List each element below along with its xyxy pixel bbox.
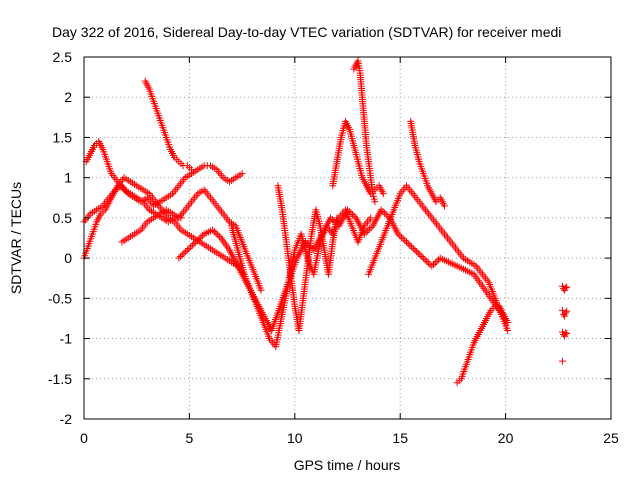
chart-title: Day 322 of 2016, Sidereal Day-to-day VTE… [52,24,561,40]
data-point [327,214,335,222]
data-point-interp [365,225,373,233]
data-point [563,283,571,291]
data-point [411,246,419,254]
data-point [403,238,411,246]
axis-ticks: -2 -1.5 -1 -0.5 0 0.5 1 1.5 2 2.5 0 5 10 15 20 25 [48,49,619,446]
data-point-interp [190,240,198,248]
data-points [80,57,571,387]
data-point [175,254,183,262]
y-tick-label: 1 [64,170,72,186]
data-point-interp [212,229,220,237]
data-point [562,309,570,317]
y-tick-label: -2 [60,411,73,427]
data-point-interp [178,251,186,259]
data-point-interp [414,249,422,257]
x-tick-label: 20 [498,430,514,446]
y-tick-label: -0.5 [48,290,72,306]
data-point-interp [177,253,185,261]
data-point-interp [413,248,421,256]
data-point-interp [430,261,438,269]
data-point-interp [182,248,190,256]
data-point [379,190,387,198]
x-tick-label: 10 [287,430,303,446]
data-point-interp [214,231,222,239]
data-point [419,254,427,262]
data-point-interp [198,232,206,240]
data-point-interp [185,244,193,252]
data-point [188,166,196,174]
data-point [562,329,570,337]
data-point-interp [328,215,336,223]
x-tick-label: 5 [186,430,194,446]
data-point [563,307,571,315]
data-point [504,327,512,335]
data-point-interp [193,236,201,244]
data-point-interp [406,241,414,249]
grid-lines [84,57,611,419]
y-tick-label: -1.5 [48,371,72,387]
data-point [563,330,571,338]
data-point-interp [367,224,375,232]
data-point [504,318,512,326]
data-point-interp [188,241,196,249]
y-axis-label: SDTVAR / TECUs [8,182,24,294]
data-point-interp [396,232,404,240]
data-point-interp [197,233,205,241]
data-point-interp [180,249,188,257]
data-point-interp [435,256,443,264]
data-point [257,286,265,294]
data-point-interp [187,243,195,251]
data-point [371,198,379,206]
data-point-interp [408,243,416,251]
data-point-interp [421,256,429,264]
data-point [238,170,246,178]
data-point-interp [195,235,203,243]
data-point-interp [433,257,441,265]
data-point [333,214,341,222]
data-point-interp [210,228,218,236]
data-point [394,230,402,238]
y-tick-label: -1 [60,331,73,347]
data-point-interp [347,209,355,217]
x-tick-label: 25 [603,430,619,446]
data-point-interp [423,257,431,265]
data-point-interp [215,232,223,240]
data-point [428,262,436,270]
data-point-interp [399,235,407,243]
data-point-interp [416,251,424,259]
plot-frame [83,56,612,420]
data-point-interp [397,233,405,241]
y-tick-label: 2 [64,89,72,105]
data-point-interp [381,209,389,217]
data-point-interp [404,240,412,248]
data-point-interp [424,259,432,267]
data-point-interp [401,236,409,244]
data-point-interp [431,259,439,267]
x-tick-label: 0 [80,430,88,446]
y-tick-label: 0.5 [53,210,73,226]
y-tick-label: 2.5 [53,49,73,65]
data-point-interp [409,244,417,252]
data-point [192,238,200,246]
data-point [562,284,570,292]
data-point [561,312,569,320]
x-axis-label: GPS time / hours [294,457,401,473]
data-point [367,214,375,222]
data-point [559,357,567,365]
data-point-interp [350,212,358,220]
y-tick-label: 0 [64,250,72,266]
y-tick-label: 1.5 [53,129,73,145]
data-point [183,246,191,254]
data-point [377,206,385,214]
data-point-interp [379,207,387,215]
data-point-interp [418,253,426,261]
x-tick-label: 15 [392,430,408,446]
data-point [440,202,448,210]
data-point [209,226,217,234]
